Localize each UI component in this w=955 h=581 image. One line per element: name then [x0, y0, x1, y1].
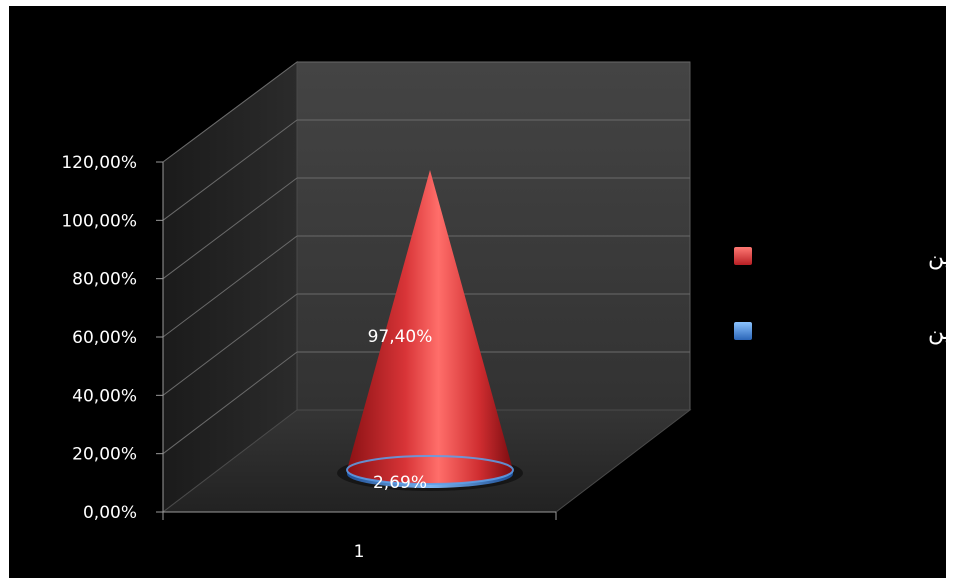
x-tick-label: 1: [354, 542, 365, 562]
y-tick-label: 20,00%: [72, 445, 137, 465]
gridline-side: [162, 61, 298, 163]
legend-swatch-passed: [734, 247, 752, 265]
y-tick-label: 80,00%: [72, 270, 137, 290]
chart-marks: 97,40% 2,69%: [337, 170, 523, 493]
y-axis-ticks: 0,00% 20,00% 40,00% 60,00% 80,00% 100,00% 120,…: [61, 153, 163, 523]
cone-passed: [347, 170, 513, 484]
cone-base-rim: [346, 455, 514, 485]
y-tick-label: 0,00%: [83, 503, 137, 523]
gridline-side: [162, 119, 298, 221]
data-label-failed: 2,69%: [373, 473, 427, 493]
legend-swatch-failed: [734, 322, 752, 340]
y-tick-label: 100,00%: [61, 211, 137, 231]
gridlines: [162, 61, 690, 455]
y-tick-label: 120,00%: [61, 153, 137, 173]
data-label-passed: 97,40%: [368, 327, 433, 347]
gridline-side: [162, 177, 298, 280]
y-tick-label: 60,00%: [72, 328, 137, 348]
legend-label-passed: نسبة الناجحين: [928, 245, 955, 270]
gridline-side: [162, 235, 298, 338]
legend: نسبة الناجحين نسبة الراسبين: [734, 245, 955, 345]
gridline-side: [162, 351, 298, 455]
legend-label-failed: نسبة الراسبين: [928, 320, 955, 345]
y-tick-label: 40,00%: [72, 386, 137, 406]
gridline-side: [162, 293, 298, 396]
